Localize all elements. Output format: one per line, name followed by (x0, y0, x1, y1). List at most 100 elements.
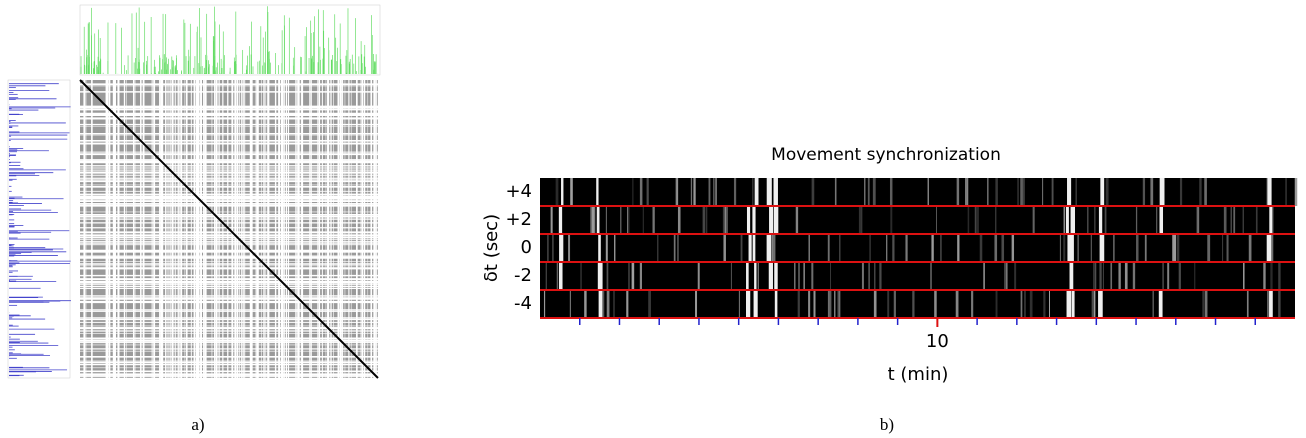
streak (596, 206, 600, 234)
streak (931, 234, 934, 262)
streak (773, 178, 778, 206)
streak (930, 262, 932, 290)
streak (808, 234, 810, 262)
streak (584, 290, 587, 318)
streak (642, 206, 644, 234)
streak (545, 262, 547, 290)
x-axis-label: t (min) (888, 364, 949, 385)
streak (550, 206, 553, 234)
streak (955, 290, 959, 318)
streak (872, 178, 876, 206)
streak (673, 234, 676, 262)
streak (748, 234, 752, 262)
streak (1197, 206, 1199, 234)
streak (858, 206, 862, 234)
streak (995, 178, 998, 206)
streak (1043, 290, 1046, 318)
diagonal (79, 79, 379, 379)
streak (561, 178, 564, 206)
streak (1004, 262, 1006, 290)
streak (1110, 262, 1113, 290)
streak (1226, 234, 1229, 262)
streak (597, 262, 603, 290)
streak (620, 206, 622, 234)
streak (957, 234, 960, 262)
streak (1132, 262, 1136, 290)
streak (811, 262, 814, 290)
streak (598, 290, 603, 318)
streak (811, 178, 815, 206)
streak (1090, 234, 1092, 262)
streak (754, 262, 757, 290)
streak (1230, 206, 1232, 234)
streak (1242, 206, 1244, 234)
streak (879, 262, 882, 290)
streak (956, 178, 960, 206)
streak (1118, 262, 1121, 290)
streak (869, 234, 871, 262)
y-tick-label: -4 (514, 293, 532, 314)
streak (627, 206, 630, 234)
streak (1202, 290, 1205, 318)
streak (797, 290, 800, 318)
y-tick-label: +2 (505, 209, 532, 230)
streak (766, 234, 772, 262)
streak (543, 290, 546, 318)
streak (905, 234, 908, 262)
streak (798, 262, 800, 290)
streak (626, 290, 629, 318)
streak (598, 234, 601, 262)
chart-title: Movement synchronization (771, 145, 1001, 165)
streak (697, 262, 700, 290)
streak (715, 178, 717, 206)
streak (1063, 234, 1066, 262)
streak (754, 178, 759, 206)
streak (983, 262, 985, 290)
streak (724, 206, 727, 234)
streak (773, 234, 776, 262)
streak (886, 234, 888, 262)
streak (1099, 234, 1105, 262)
streak (887, 290, 890, 318)
streak (1271, 234, 1274, 262)
streak (1178, 262, 1181, 290)
streak (1032, 206, 1035, 234)
streak (829, 290, 832, 318)
streak (657, 234, 659, 262)
streak (766, 178, 772, 206)
streak (591, 206, 595, 234)
streak (1051, 178, 1054, 206)
streak (1075, 178, 1077, 206)
streak (1144, 234, 1147, 262)
streak (1285, 178, 1287, 206)
streak (1159, 206, 1164, 234)
streak (677, 234, 679, 262)
streak (893, 290, 896, 318)
streak (639, 178, 643, 206)
streak (768, 262, 773, 290)
streak (890, 206, 893, 234)
streak (976, 206, 979, 234)
caption: a) (191, 415, 204, 434)
streak (830, 262, 831, 290)
streak (1102, 262, 1104, 290)
x-tick-label: 10 (926, 331, 949, 352)
streak (1093, 262, 1096, 290)
streak (934, 290, 937, 318)
streak (965, 178, 967, 206)
streak (864, 178, 866, 206)
streak (723, 234, 726, 262)
streak (867, 178, 870, 206)
streak (722, 206, 725, 234)
streak (753, 290, 758, 318)
streak (702, 206, 706, 234)
streak (1093, 290, 1096, 318)
streak (752, 234, 756, 262)
streak (1091, 290, 1094, 318)
streak (1246, 290, 1249, 318)
streak (774, 262, 778, 290)
streak (1272, 206, 1274, 234)
streak (927, 178, 929, 206)
streak (1020, 178, 1023, 206)
